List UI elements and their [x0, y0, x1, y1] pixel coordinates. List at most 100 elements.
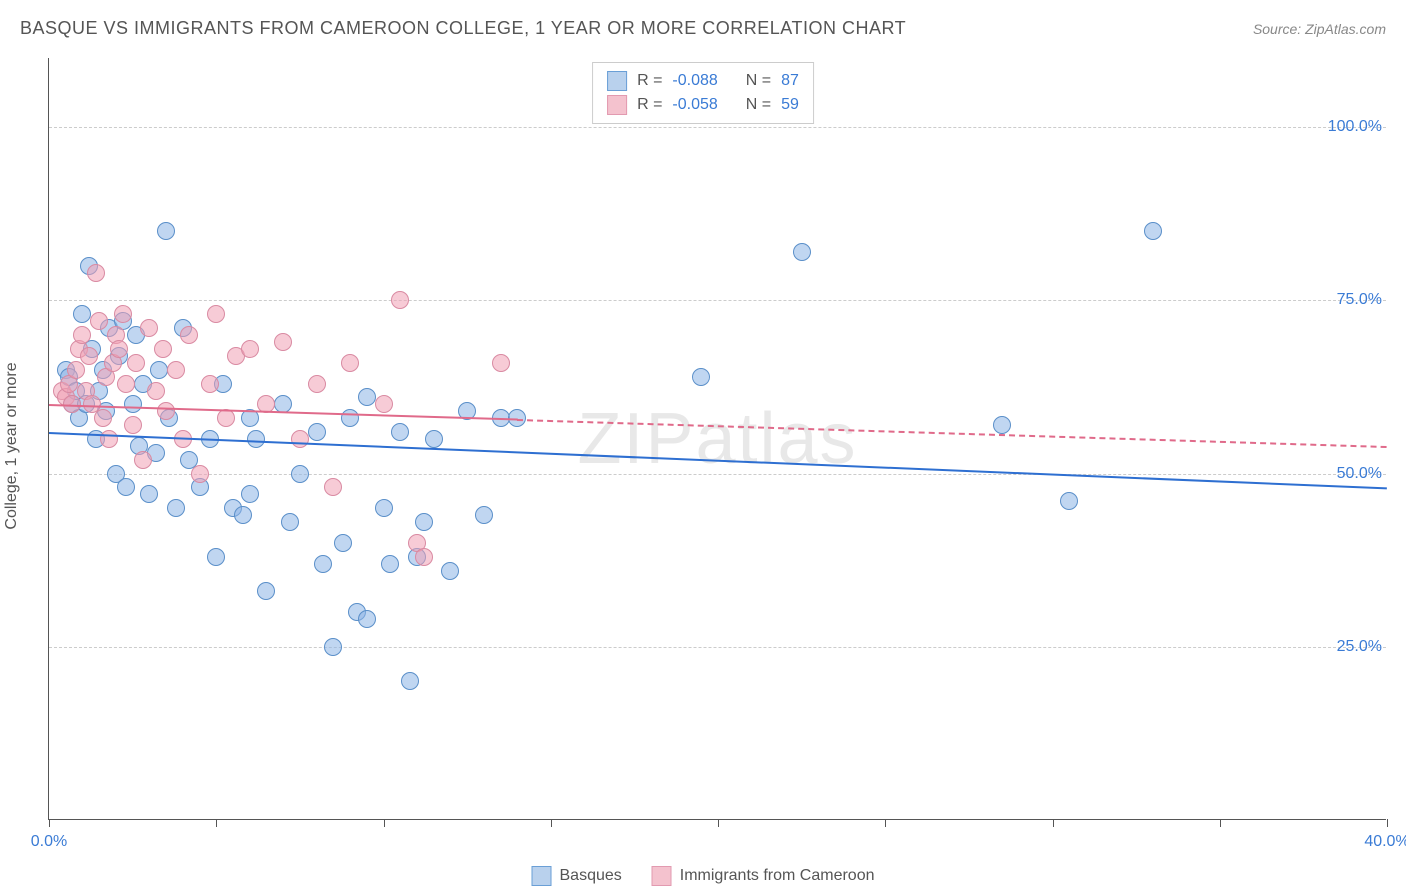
scatter-point	[334, 534, 352, 552]
scatter-point	[425, 430, 443, 448]
scatter-point	[692, 368, 710, 386]
scatter-point	[140, 485, 158, 503]
scatter-point	[341, 409, 359, 427]
scatter-point	[191, 465, 209, 483]
y-axis-label: College, 1 year or more	[3, 362, 21, 529]
scatter-point	[358, 610, 376, 628]
scatter-point	[154, 340, 172, 358]
r-value: -0.088	[672, 72, 717, 90]
gridline	[49, 300, 1386, 301]
scatter-point	[324, 638, 342, 656]
title-bar: BASQUE VS IMMIGRANTS FROM CAMEROON COLLE…	[20, 18, 1386, 39]
scatter-point	[207, 305, 225, 323]
scatter-point	[391, 423, 409, 441]
x-tick-label: 40.0%	[1364, 833, 1406, 851]
scatter-point	[291, 430, 309, 448]
scatter-point	[314, 555, 332, 573]
scatter-point	[110, 340, 128, 358]
y-tick-label: 25.0%	[1337, 638, 1390, 656]
scatter-point	[140, 319, 158, 337]
gridline	[49, 647, 1386, 648]
scatter-point	[274, 333, 292, 351]
scatter-point	[207, 548, 225, 566]
x-tick	[49, 819, 50, 827]
scatter-point	[415, 513, 433, 531]
scatter-point	[150, 361, 168, 379]
scatter-point	[415, 548, 433, 566]
scatter-point	[1144, 222, 1162, 240]
source-label: Source:	[1253, 21, 1301, 37]
scatter-point	[492, 354, 510, 372]
r-value: -0.058	[672, 96, 717, 114]
scatter-point	[73, 326, 91, 344]
scatter-point	[124, 395, 142, 413]
scatter-point	[124, 416, 142, 434]
chart-title: BASQUE VS IMMIGRANTS FROM CAMEROON COLLE…	[20, 18, 906, 39]
legend-label: Basques	[560, 867, 622, 885]
scatter-point	[441, 562, 459, 580]
scatter-point	[257, 582, 275, 600]
scatter-point	[308, 423, 326, 441]
n-value: 87	[781, 72, 799, 90]
gridline	[49, 127, 1386, 128]
scatter-point	[114, 305, 132, 323]
y-tick-label: 50.0%	[1337, 465, 1390, 483]
r-label: R =	[637, 72, 662, 90]
scatter-point	[247, 430, 265, 448]
scatter-point	[475, 506, 493, 524]
scatter-point	[180, 326, 198, 344]
scatter-point	[234, 506, 252, 524]
scatter-point	[401, 672, 419, 690]
scatter-point	[381, 555, 399, 573]
legend-swatch	[607, 95, 627, 115]
n-label: N =	[746, 96, 771, 114]
scatter-point	[358, 388, 376, 406]
scatter-point	[134, 451, 152, 469]
y-tick-label: 100.0%	[1328, 118, 1390, 136]
scatter-point	[281, 513, 299, 531]
scatter-point	[117, 375, 135, 393]
scatter-point	[90, 312, 108, 330]
scatter-point	[308, 375, 326, 393]
chart-source: Source: ZipAtlas.com	[1253, 21, 1386, 37]
scatter-point	[94, 409, 112, 427]
scatter-point	[341, 354, 359, 372]
scatter-point	[100, 430, 118, 448]
correlation-stats-legend: R = -0.088 N = 87 R = -0.058 N = 59	[592, 62, 814, 124]
gridline	[49, 474, 1386, 475]
scatter-point	[147, 382, 165, 400]
x-tick-label: 0.0%	[31, 833, 67, 851]
legend-item: Immigrants from Cameroon	[652, 866, 875, 886]
legend-label: Immigrants from Cameroon	[680, 867, 875, 885]
scatter-point	[87, 264, 105, 282]
x-tick	[216, 819, 217, 827]
scatter-point	[127, 354, 145, 372]
scatter-point	[291, 465, 309, 483]
scatter-point	[1060, 492, 1078, 510]
scatter-point	[117, 478, 135, 496]
watermark-text: ZIPatlas	[577, 398, 857, 480]
series-legend: Basques Immigrants from Cameroon	[532, 866, 875, 886]
r-label: R =	[637, 96, 662, 114]
n-label: N =	[746, 72, 771, 90]
scatter-point	[241, 340, 259, 358]
x-tick	[1387, 819, 1388, 827]
scatter-point	[375, 395, 393, 413]
x-tick	[384, 819, 385, 827]
scatter-point	[217, 409, 235, 427]
x-tick	[1053, 819, 1054, 827]
scatter-point	[201, 375, 219, 393]
scatter-point	[324, 478, 342, 496]
legend-item: Basques	[532, 866, 622, 886]
scatter-point	[793, 243, 811, 261]
scatter-point	[167, 499, 185, 517]
scatter-point	[80, 347, 98, 365]
scatter-point	[241, 485, 259, 503]
x-tick	[718, 819, 719, 827]
scatter-point	[391, 291, 409, 309]
y-tick-label: 75.0%	[1337, 291, 1390, 309]
stats-row: R = -0.058 N = 59	[607, 93, 799, 117]
legend-swatch	[652, 866, 672, 886]
n-value: 59	[781, 96, 799, 114]
scatter-point	[375, 499, 393, 517]
